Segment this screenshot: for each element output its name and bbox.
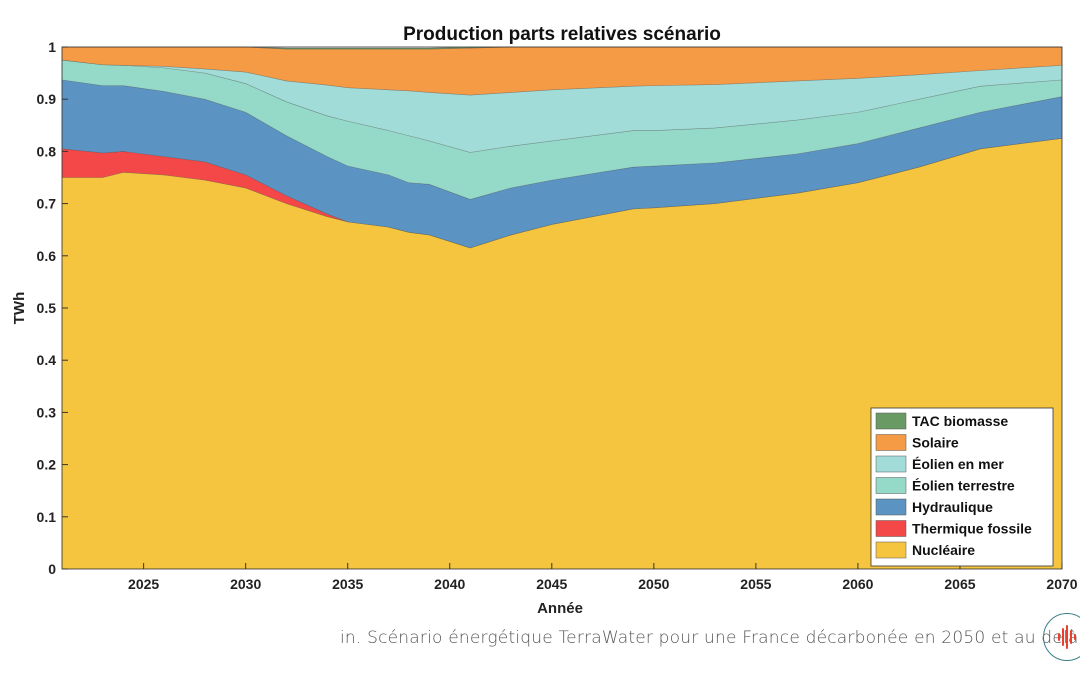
legend-item: Hydraulique	[875, 498, 993, 516]
legend-label: Hydraulique	[912, 499, 993, 515]
y-tick-label: 0.5	[37, 300, 57, 316]
x-tick-label: 2025	[128, 576, 159, 592]
legend-swatch	[875, 477, 907, 494]
x-tick-label: 2050	[638, 576, 669, 592]
x-tick-label: 2040	[434, 576, 465, 592]
legend-swatch	[875, 498, 907, 516]
legend-swatch	[875, 412, 907, 430]
x-axis-label: Année	[537, 600, 583, 617]
chart-title: Production parts relatives scénario	[403, 24, 721, 45]
source-credit: in. Scénario énergétique TerraWater pour…	[340, 628, 1079, 648]
x-tick-label: 2030	[230, 576, 261, 592]
y-tick-label: 0.4	[37, 352, 57, 368]
y-tick-label: 0.1	[37, 509, 57, 525]
x-tick-label: 2070	[1046, 576, 1077, 592]
y-tick-label: 0.3	[37, 404, 57, 420]
y-tick-label: 1	[48, 39, 56, 55]
legend-item: Éolien en mer	[875, 455, 1004, 473]
areas-layer	[61, 46, 1063, 570]
legend-item: Thermique fossile	[875, 520, 1032, 537]
y-tick-label: 0.9	[37, 91, 57, 107]
y-axis-label: TWh	[11, 292, 28, 324]
waveform-logo-icon	[1058, 625, 1076, 649]
legend-item: TAC biomasse	[875, 412, 1008, 430]
y-tick-label: 0.6	[37, 248, 57, 264]
legend-swatch	[875, 541, 907, 559]
legend-label: Thermique fossile	[912, 521, 1032, 537]
legend-label: Nucléaire	[912, 542, 975, 558]
y-axis: 0 0.1 0.2 0.3 0.4 0.5 0.6 0.7 0.8 0.9 1	[37, 39, 68, 577]
x-axis: 2025 2030 2035 2040 2045 2050 2055 2060 2065 2070	[128, 563, 1078, 592]
legend-swatch	[875, 520, 907, 537]
legend-swatch	[875, 455, 907, 473]
logo	[1043, 613, 1080, 661]
legend-item: Éolien terrestre	[875, 477, 1015, 494]
area-tac-biomasse	[62, 46, 1062, 50]
y-tick-label: 0.8	[37, 143, 57, 159]
legend-label: TAC biomasse	[912, 413, 1008, 429]
legend-swatch	[875, 434, 907, 451]
legend-label: Éolien terrestre	[912, 478, 1015, 494]
y-tick-label: 0.2	[37, 457, 57, 473]
x-tick-label: 2055	[740, 576, 771, 592]
x-tick-label: 2045	[536, 576, 567, 592]
y-tick-label: 0	[48, 561, 56, 577]
x-tick-label: 2065	[944, 576, 975, 592]
y-tick-label: 0.7	[37, 196, 57, 212]
legend-label: Éolien en mer	[912, 456, 1004, 472]
legend-label: Solaire	[912, 435, 959, 451]
legend-item: Nucléaire	[875, 541, 975, 559]
legend: TAC biomasse Solaire Éolien en mer Éolien t…	[870, 407, 1054, 567]
legend-item: Solaire	[875, 434, 959, 451]
x-tick-label: 2060	[842, 576, 873, 592]
x-tick-label: 2035	[332, 576, 363, 592]
